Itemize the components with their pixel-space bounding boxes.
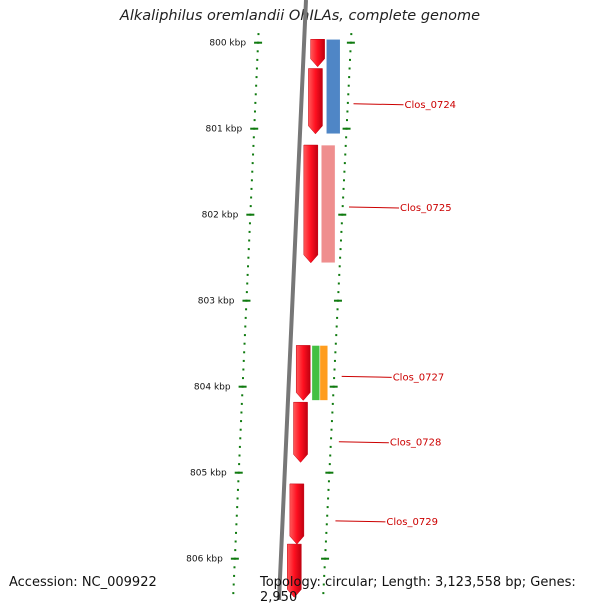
feature-label: Clos_0725 (400, 203, 452, 214)
feature-bar-2 (311, 345, 321, 401)
label-leader (353, 103, 404, 106)
feature-label: Clos_0724 (405, 100, 457, 111)
tick-label: 802 kbp (202, 211, 239, 221)
feature-label: Clos_0729 (386, 517, 438, 528)
gene-arrow-2 (303, 144, 319, 264)
feature-bar-0 (325, 38, 341, 135)
tick-label: 806 kbp (186, 555, 223, 565)
tick-label: 801 kbp (206, 125, 243, 135)
genome-backbone (277, 0, 308, 600)
feature-bar-3 (319, 345, 329, 401)
accession-text: Accession: NC_009922 (9, 575, 157, 590)
label-leader (335, 520, 386, 523)
gene-arrow-0 (310, 39, 325, 68)
gene-arrow-6 (287, 543, 302, 598)
label-leader (338, 441, 389, 444)
tick-layer: 800 kbp 801 kbp 802 kbp 803 kbp 804 kbp 805 k… (186, 33, 355, 595)
feature-label: Clos_0727 (393, 372, 445, 383)
feature-label: Clos_0728 (390, 438, 442, 449)
gene-layer (287, 39, 325, 598)
tick-label: 800 kbp (209, 39, 246, 49)
genome-summary-text: Topology: circular; Length: 3,123,558 bp… (260, 575, 576, 605)
map-title: Alkaliphilus oremlandii OhILAs, complete… (119, 8, 481, 24)
label-leader (349, 206, 400, 209)
feature-bar-1 (320, 144, 336, 264)
gene-arrow-3 (295, 345, 311, 401)
gene-arrow-1 (308, 68, 323, 135)
label-leader (341, 375, 392, 378)
backbone-layer (277, 0, 308, 600)
gene-arrow-4 (293, 401, 308, 463)
label-layer: Clos_0724 Clos_0725 Clos_0727 Clos_0728 Clos… (335, 100, 456, 528)
feature-layer (311, 38, 341, 401)
tick-label: 804 kbp (194, 383, 231, 393)
tick-label: 803 kbp (198, 297, 235, 307)
tick-label: 805 kbp (190, 469, 227, 479)
gene-arrow-5 (289, 483, 305, 545)
